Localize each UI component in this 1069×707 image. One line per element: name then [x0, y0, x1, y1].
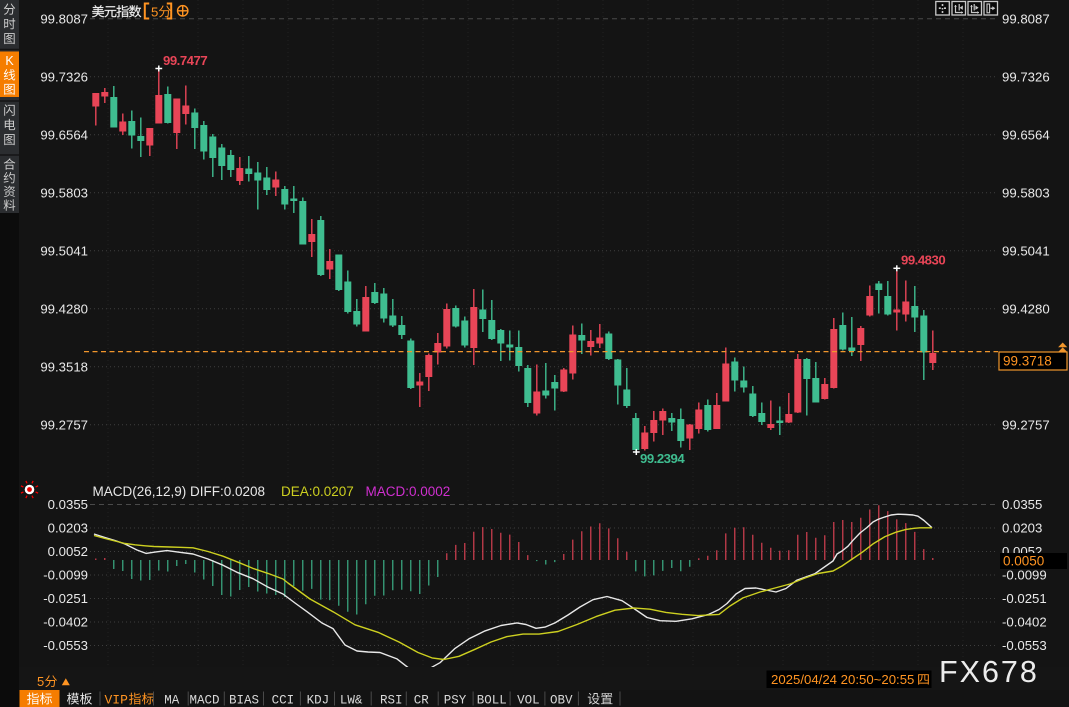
svg-text:5: 5	[151, 4, 158, 19]
svg-text:VOL: VOL	[517, 694, 540, 707]
svg-text:-0.0251: -0.0251	[43, 591, 88, 606]
svg-text:-0.0251: -0.0251	[1002, 591, 1047, 606]
svg-text:99.4830: 99.4830	[901, 253, 945, 268]
svg-text:0.0052: 0.0052	[48, 544, 88, 559]
svg-text:99.6564: 99.6564	[1002, 128, 1050, 143]
svg-text:99.3718: 99.3718	[1003, 354, 1052, 369]
svg-text:99.5041: 99.5041	[40, 244, 88, 259]
svg-text:KDJ: KDJ	[307, 694, 330, 707]
svg-text:99.5803: 99.5803	[40, 186, 88, 201]
svg-text:-0.0099: -0.0099	[1002, 568, 1047, 583]
svg-text:99.5041: 99.5041	[1002, 244, 1050, 259]
svg-text:99.7477: 99.7477	[163, 53, 207, 68]
svg-text:FX678: FX678	[939, 655, 1039, 689]
svg-text:-0.0553: -0.0553	[1002, 638, 1047, 653]
svg-text:99.3518: 99.3518	[40, 360, 88, 375]
svg-text:MA: MA	[164, 694, 180, 707]
svg-text:99.5803: 99.5803	[1002, 186, 1050, 201]
svg-text:LW&: LW&	[340, 694, 363, 707]
svg-text:0.0355: 0.0355	[1002, 497, 1042, 512]
svg-text:99.7326: 99.7326	[40, 70, 88, 85]
svg-text:0.0203: 0.0203	[1002, 521, 1042, 536]
svg-text:CR: CR	[414, 694, 430, 707]
svg-text:99.2394: 99.2394	[640, 451, 685, 466]
svg-text:99.2757: 99.2757	[40, 418, 88, 433]
svg-text:BIAS: BIAS	[229, 694, 259, 707]
svg-text:-0.0402: -0.0402	[1002, 615, 1047, 630]
svg-text:0.0355: 0.0355	[48, 497, 88, 512]
svg-text:-0.0553: -0.0553	[43, 638, 88, 653]
svg-text:0.0203: 0.0203	[48, 521, 88, 536]
svg-text:K: K	[5, 54, 14, 68]
svg-text:DEA:0.0207: DEA:0.0207	[281, 484, 354, 499]
svg-text:2025/04/24 20:50~20:55: 2025/04/24 20:50~20:55	[771, 672, 914, 687]
svg-text:99.6564: 99.6564	[40, 128, 88, 143]
svg-text:99.4280: 99.4280	[40, 302, 88, 317]
svg-text:BOLL: BOLL	[477, 694, 507, 707]
svg-text:99.7326: 99.7326	[1002, 70, 1050, 85]
svg-text:99.8087: 99.8087	[1002, 12, 1050, 27]
svg-text:CCI: CCI	[272, 694, 295, 707]
svg-text:RSI: RSI	[380, 694, 403, 707]
svg-text:99.4280: 99.4280	[1002, 302, 1050, 317]
svg-text:PSY: PSY	[444, 694, 467, 707]
svg-text:MACD:0.0002: MACD:0.0002	[366, 484, 451, 499]
svg-text:-0.0099: -0.0099	[43, 568, 88, 583]
svg-text:5: 5	[37, 674, 44, 689]
svg-text:99.8087: 99.8087	[40, 12, 88, 27]
svg-text:OBV: OBV	[550, 694, 573, 707]
svg-text:0.0050: 0.0050	[1003, 554, 1044, 569]
svg-text:MACD: MACD	[189, 694, 219, 707]
svg-text:-0.0402: -0.0402	[43, 615, 88, 630]
svg-text:99.2757: 99.2757	[1002, 418, 1050, 433]
svg-text:VIP: VIP	[105, 693, 129, 707]
svg-text:MACD(26,12,9) DIFF:0.0208: MACD(26,12,9) DIFF:0.0208	[93, 484, 266, 499]
